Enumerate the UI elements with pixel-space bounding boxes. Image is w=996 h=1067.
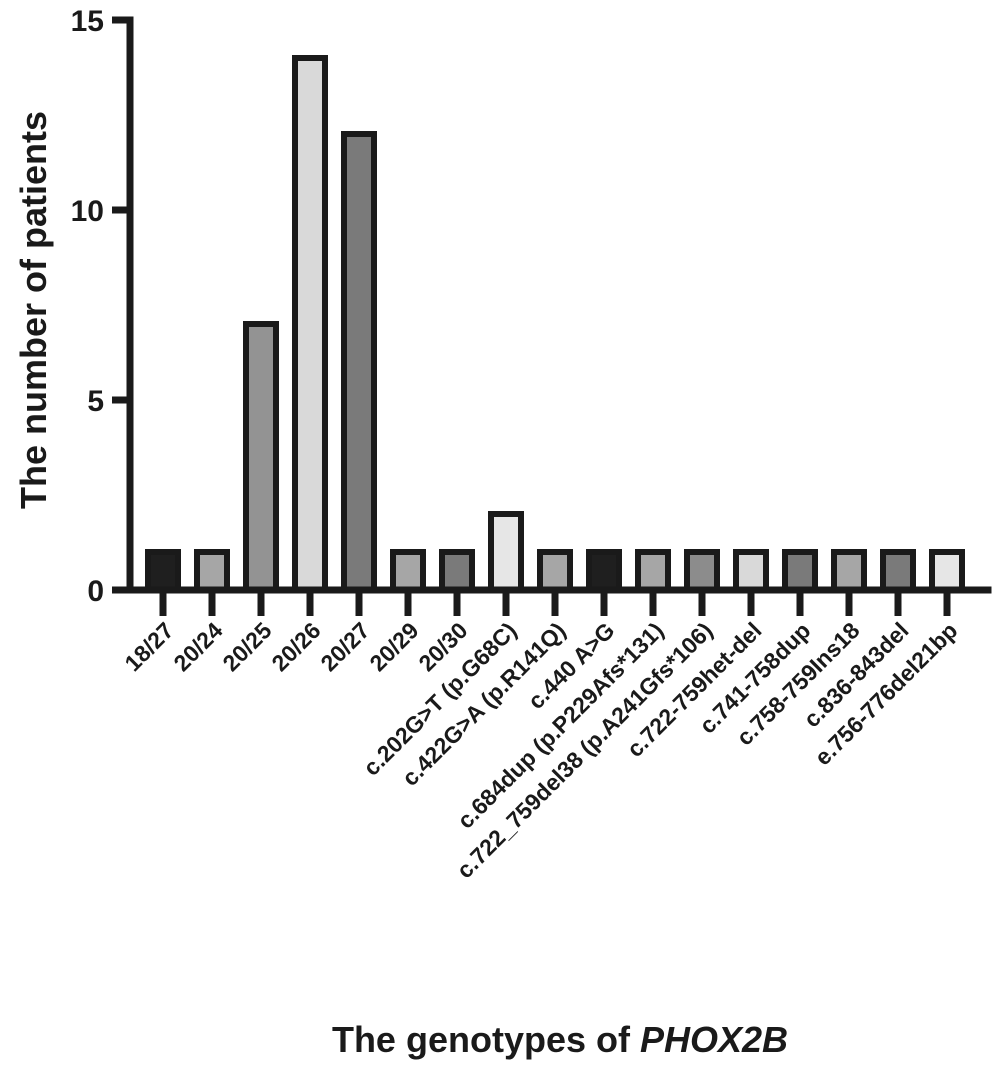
bar	[243, 321, 279, 593]
x-axis-label-gene: PHOX2B	[640, 1019, 788, 1060]
bar	[733, 549, 769, 593]
x-tick-label: 18/27	[119, 617, 178, 676]
bar	[292, 55, 328, 593]
bar	[145, 549, 181, 593]
y-tick-label: 15	[71, 5, 104, 38]
x-axis-label: The genotypes of PHOX2B	[332, 1019, 788, 1060]
bar	[684, 549, 720, 593]
bar	[782, 549, 818, 593]
bar	[586, 549, 622, 593]
bars-group	[145, 55, 965, 593]
x-tick-label: 20/27	[315, 617, 374, 676]
y-tick-label: 0	[87, 575, 104, 608]
bar	[390, 549, 426, 593]
x-tick-label: 20/29	[364, 617, 423, 676]
bar	[929, 549, 965, 593]
x-tick-label: 20/26	[266, 617, 325, 676]
y-axis-label: The number of patients	[13, 111, 54, 509]
bar	[488, 511, 524, 593]
x-tick-label: 20/24	[168, 617, 227, 676]
y-tick-label: 10	[71, 195, 104, 228]
bar	[880, 549, 916, 593]
bar	[537, 549, 573, 593]
bar	[831, 549, 867, 593]
x-tick-label: 20/25	[217, 617, 276, 676]
y-ticks-group: 0 5 10 15	[71, 5, 130, 608]
y-tick-label: 5	[87, 385, 104, 418]
bar	[635, 549, 671, 593]
x-ticks-group: 18/2720/2420/2520/2620/2720/2920/30c.202…	[119, 590, 963, 883]
x-axis-label-text: The genotypes of	[332, 1019, 640, 1060]
bar	[194, 549, 230, 593]
bar	[439, 549, 475, 593]
bar	[341, 131, 377, 593]
